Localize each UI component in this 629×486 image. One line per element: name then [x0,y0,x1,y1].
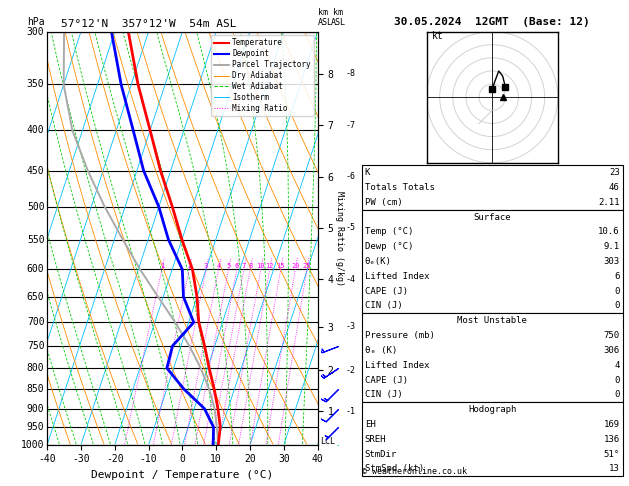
Text: km
ASL: km ASL [318,8,333,27]
Text: 2.11: 2.11 [598,198,620,207]
Text: -5: -5 [345,223,355,232]
Text: 650: 650 [27,292,45,302]
Text: 1000: 1000 [21,440,45,450]
Text: hPa: hPa [27,17,45,27]
Text: 5: 5 [226,263,231,269]
Text: -8: -8 [345,69,355,78]
Text: 23: 23 [609,168,620,177]
Text: StmSpd (kt): StmSpd (kt) [365,465,424,473]
Text: EH: EH [365,420,376,429]
Text: -1: -1 [345,407,355,416]
Text: 25: 25 [303,263,311,269]
Text: 20: 20 [291,263,299,269]
Text: K: K [365,168,370,177]
Text: -3: -3 [345,322,355,331]
Text: 600: 600 [27,264,45,275]
Y-axis label: Mixing Ratio (g/kg): Mixing Ratio (g/kg) [335,191,344,286]
Text: 51°: 51° [603,450,620,459]
Text: Surface: Surface [474,212,511,222]
Text: Totals Totals: Totals Totals [365,183,435,192]
Text: 9.1: 9.1 [603,242,620,251]
Text: 12: 12 [265,263,274,269]
Text: 15: 15 [277,263,285,269]
Text: 169: 169 [603,420,620,429]
Text: Hodograph: Hodograph [468,405,516,414]
Text: CIN (J): CIN (J) [365,390,403,399]
Text: -6: -6 [345,172,355,181]
Text: 750: 750 [603,331,620,340]
Text: StmDir: StmDir [365,450,397,459]
Text: CAPE (J): CAPE (J) [365,376,408,384]
Text: 450: 450 [27,166,45,176]
Text: 550: 550 [27,235,45,244]
Text: 0: 0 [614,390,620,399]
Text: 13: 13 [609,465,620,473]
Text: 10: 10 [257,263,265,269]
Text: θₑ (K): θₑ (K) [365,346,397,355]
Text: 306: 306 [603,346,620,355]
Text: km
ASL: km ASL [331,8,345,27]
Text: © weatheronline.co.uk: © weatheronline.co.uk [362,467,467,476]
Text: 57°12'N  357°12'W  54m ASL: 57°12'N 357°12'W 54m ASL [60,19,237,30]
Text: 700: 700 [27,317,45,327]
Text: -2: -2 [345,366,355,375]
Text: 2: 2 [187,263,191,269]
Text: 800: 800 [27,363,45,373]
Text: SREH: SREH [365,435,386,444]
Text: 136: 136 [603,435,620,444]
Text: PW (cm): PW (cm) [365,198,403,207]
Text: 46: 46 [609,183,620,192]
Text: 500: 500 [27,202,45,212]
Text: Lifted Index: Lifted Index [365,361,430,370]
Text: Pressure (mb): Pressure (mb) [365,331,435,340]
Text: θₑ(K): θₑ(K) [365,257,392,266]
Text: Temp (°C): Temp (°C) [365,227,413,236]
Text: 4: 4 [216,263,221,269]
Text: CAPE (J): CAPE (J) [365,287,408,295]
Text: Lifted Index: Lifted Index [365,272,430,281]
Text: 0: 0 [614,376,620,384]
Text: 750: 750 [27,341,45,351]
Text: 6: 6 [614,272,620,281]
Text: CIN (J): CIN (J) [365,301,403,311]
Legend: Temperature, Dewpoint, Parcel Trajectory, Dry Adiabat, Wet Adiabat, Isotherm, Mi: Temperature, Dewpoint, Parcel Trajectory… [211,35,314,116]
Text: -4: -4 [345,275,355,283]
Text: 350: 350 [27,80,45,89]
Text: Most Unstable: Most Unstable [457,316,527,325]
Text: LCL: LCL [320,437,335,446]
Text: 0: 0 [614,287,620,295]
Text: 8: 8 [248,263,252,269]
Text: 4: 4 [614,361,620,370]
Text: 1: 1 [160,263,164,269]
Text: 900: 900 [27,403,45,414]
Text: -7: -7 [345,121,355,130]
Text: kt: kt [432,32,443,41]
Text: 300: 300 [27,27,45,36]
Text: 30.05.2024  12GMT  (Base: 12): 30.05.2024 12GMT (Base: 12) [394,17,590,27]
Text: 3: 3 [204,263,208,269]
Text: 7: 7 [242,263,246,269]
Text: 6: 6 [235,263,239,269]
Text: 0: 0 [614,301,620,311]
Text: 400: 400 [27,125,45,135]
Text: 950: 950 [27,422,45,432]
Text: 10.6: 10.6 [598,227,620,236]
Text: 850: 850 [27,384,45,394]
Text: 303: 303 [603,257,620,266]
X-axis label: Dewpoint / Temperature (°C): Dewpoint / Temperature (°C) [91,470,274,480]
Text: Dewp (°C): Dewp (°C) [365,242,413,251]
